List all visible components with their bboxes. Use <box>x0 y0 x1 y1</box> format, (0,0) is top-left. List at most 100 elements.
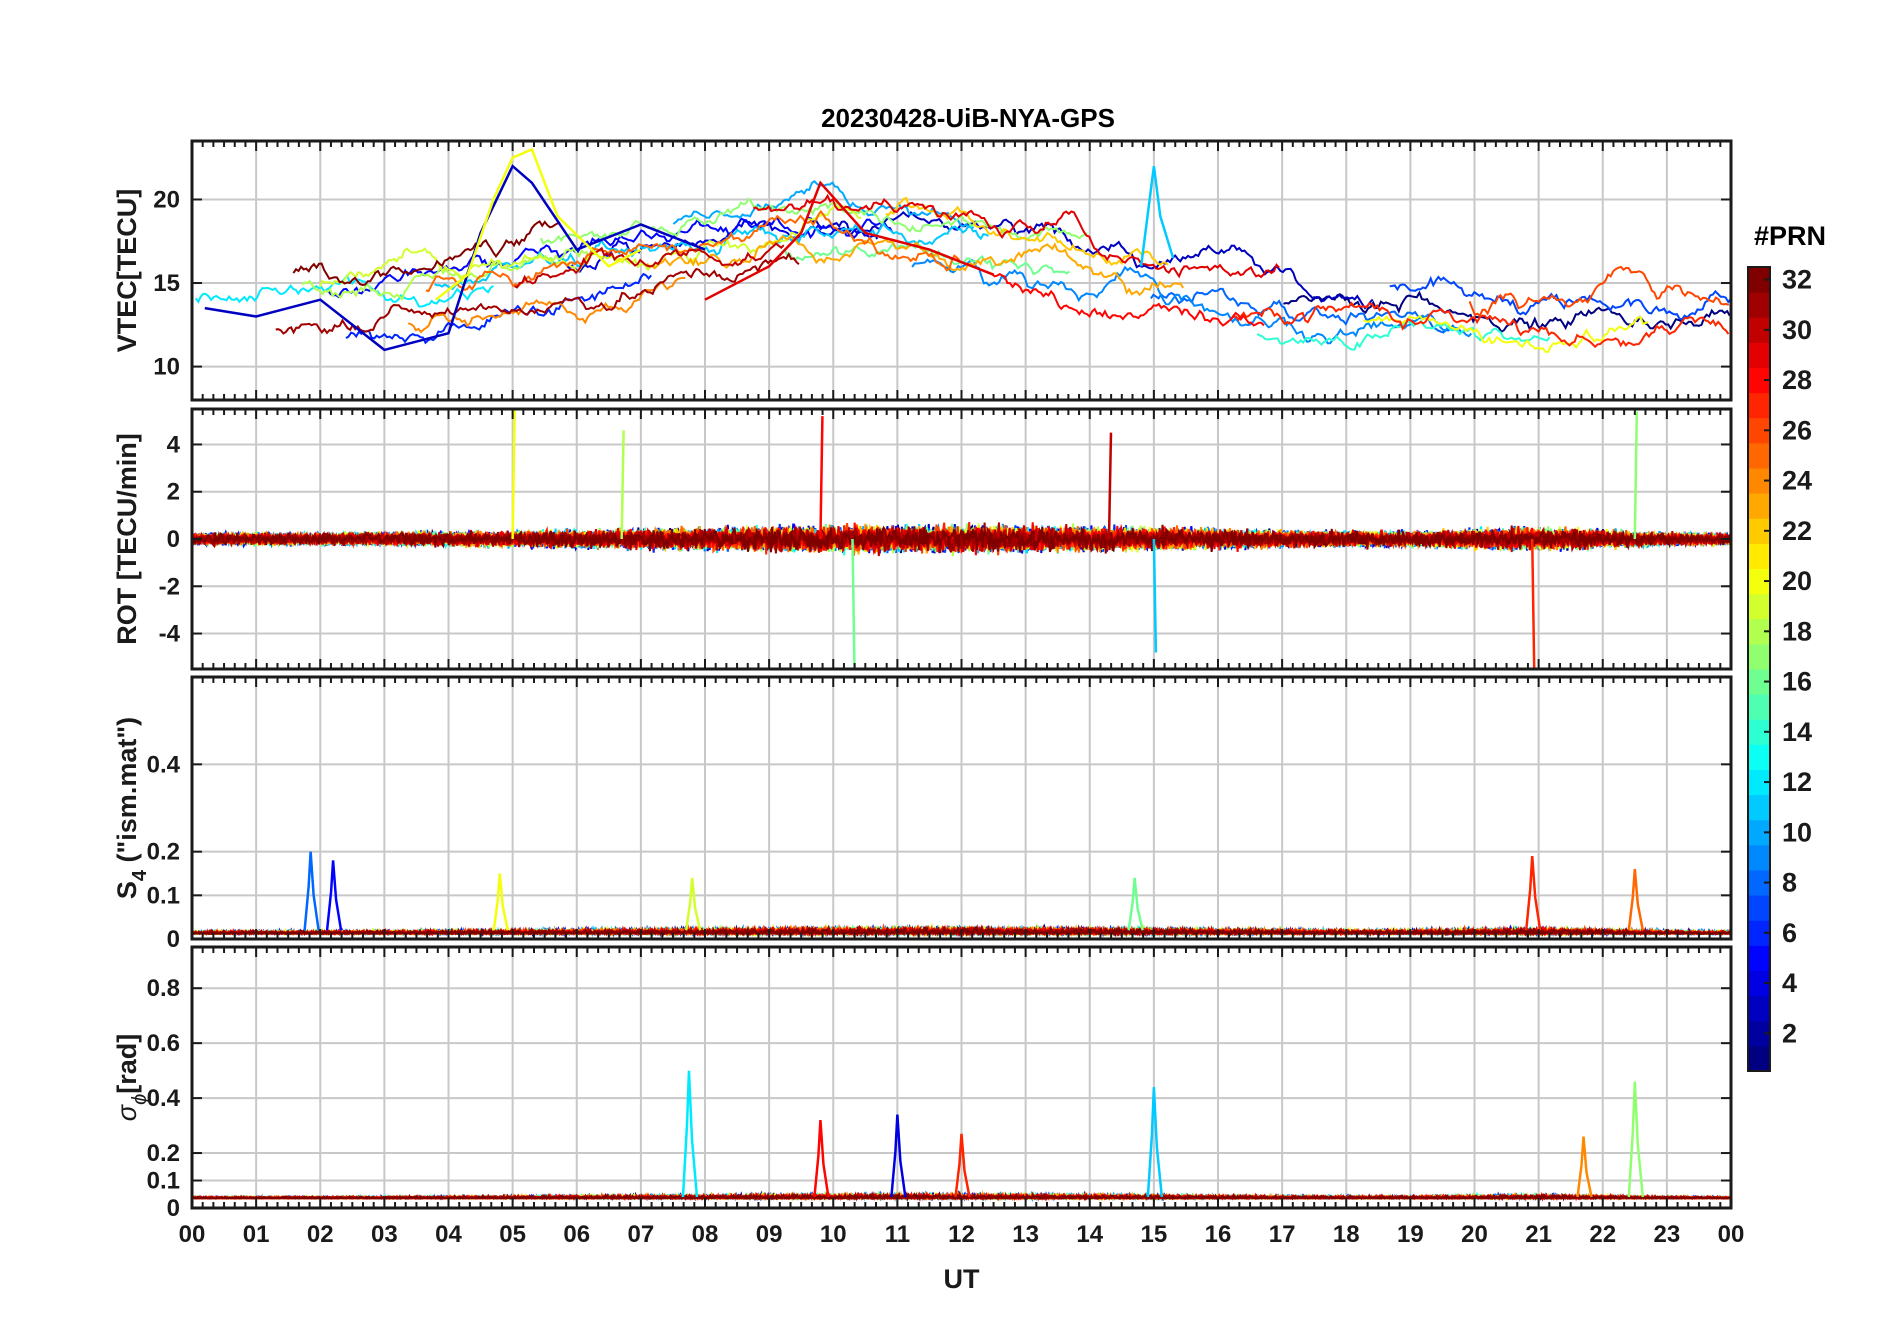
colorbar-swatch <box>1748 769 1770 796</box>
colorbar-frame <box>1747 266 1771 1072</box>
trace-prn-32 <box>192 525 1731 553</box>
y-tick-label: 0.4 <box>147 751 181 778</box>
rot-spike <box>819 416 824 540</box>
panel-vtec: 10 15 20 VTEC[TECU] <box>112 139 1733 402</box>
y-tick-label: 20 <box>153 186 180 213</box>
panel-s4: 00.10.20.4S4 ("ism.mat") <box>112 675 1733 953</box>
x-tick-label: 00 <box>1718 1221 1745 1248</box>
y-tick-label: 0.1 <box>147 1168 180 1195</box>
peak-prn-4 <box>890 1114 907 1198</box>
y-label-main: σ <box>112 1103 142 1121</box>
colorbar-tick-label: 22 <box>1782 516 1812 546</box>
x-tick-label: 08 <box>692 1221 719 1248</box>
colorbar-swatch <box>1748 719 1770 745</box>
x-tick-label: 18 <box>1333 1221 1360 1248</box>
peak-prn-12 <box>681 1070 699 1198</box>
y-tick-label: 0 <box>167 926 180 953</box>
x-tick-label: 16 <box>1205 1221 1232 1248</box>
peak-prn-27 <box>1524 855 1542 931</box>
rot-spike <box>1152 538 1158 653</box>
series-prn-29 <box>704 180 995 301</box>
colorbar-swatch <box>1748 970 1770 997</box>
y-tick-label: 2 <box>167 479 180 506</box>
peak-prn-5 <box>325 860 343 931</box>
peak-prn-24 <box>1576 1136 1593 1198</box>
y-tick-label: 0.6 <box>147 1030 180 1057</box>
x-axis: 00 01 02 03 04 05 06 07 08 09 10 11 12 13 14 15 16 17 18 19… <box>179 1221 1745 1294</box>
colorbar-tick-label: 12 <box>1782 767 1812 797</box>
colorbar-tick-label: 6 <box>1782 918 1797 948</box>
colorbar-tick-label: 8 <box>1782 868 1797 898</box>
panel-frame <box>190 675 1733 941</box>
traces-vtec <box>194 147 1731 353</box>
y-axis-label-vtec: VTEC[TECU] <box>112 189 142 353</box>
y-tick-label: 15 <box>153 270 180 297</box>
figure-title: 20230428-UiB-NYA-GPS <box>821 103 1115 133</box>
y-tick-label: 4 <box>167 431 181 458</box>
traces-rot <box>192 409 1731 669</box>
panel-rot: -4 -2 0 2 4 ROT [TECU/min] <box>112 407 1733 671</box>
colorbar-swatch <box>1748 593 1770 620</box>
x-tick-label: 09 <box>756 1221 783 1248</box>
ticks-rot: -4 -2 0 2 4 <box>159 409 1732 669</box>
trace-prn-22 <box>885 196 1169 267</box>
colorbar-swatch <box>1748 920 1770 946</box>
colorbar-swatch <box>1748 643 1770 670</box>
trace-prn-23 <box>646 234 1184 297</box>
colorbar-swatch <box>1748 292 1770 318</box>
trace-prn-8 <box>1150 287 1455 334</box>
trace-prn-29 <box>752 193 1280 279</box>
trace-prn-26 <box>1468 265 1730 318</box>
colorbar-swatch <box>1748 694 1770 720</box>
colorbar-tick-label: 2 <box>1782 1018 1797 1048</box>
x-tick-label: 15 <box>1141 1221 1168 1248</box>
panel-frame <box>190 407 1733 671</box>
colorbar-tick-label: 26 <box>1782 415 1812 445</box>
colorbar-tick-label: 16 <box>1782 667 1812 697</box>
peak-prn-17 <box>1627 1081 1645 1198</box>
y-tick-label: 0 <box>167 1195 180 1222</box>
x-tick-label: 19 <box>1397 1221 1424 1248</box>
x-tick-label: 03 <box>371 1221 398 1248</box>
y-label-rest: ("ism.mat") <box>112 717 142 870</box>
trace-prn-28 <box>991 272 1265 327</box>
x-axis-label: UT <box>944 1264 980 1294</box>
ticks-sigma-phi: 00.10.2 0.4 0.6 0.8 <box>147 947 1732 1222</box>
x-tick-label: 01 <box>243 1221 270 1248</box>
y-tick-label: 0.8 <box>147 975 180 1002</box>
grid-vtec <box>192 141 1731 400</box>
series-prn-3 <box>204 164 706 352</box>
y-label-sub: ϕ <box>129 1094 151 1105</box>
colorbar-tick-label: 32 <box>1782 265 1812 295</box>
colorbar-swatch <box>1748 417 1770 444</box>
x-tick-label: 11 <box>885 1221 910 1248</box>
rot-spike <box>851 538 856 669</box>
trace-prn-7 <box>1389 275 1731 321</box>
colorbar-swatch <box>1748 945 1770 971</box>
colorbar-swatch <box>1748 468 1770 494</box>
panel-sigma-phi: 00.10.2 0.4 0.6 0.8 σϕ[rad] <box>112 945 1733 1222</box>
colorbar-swatch <box>1748 442 1770 469</box>
y-axis-label-s4: S4 ("ism.mat") <box>112 717 151 899</box>
colorbar-swatch <box>1748 794 1770 821</box>
y-tick-label: 0.2 <box>147 839 180 866</box>
rot-spike <box>1633 411 1639 540</box>
colorbar-swatch <box>1748 543 1770 569</box>
colorbar-swatch <box>1748 392 1770 419</box>
x-tick-label: 04 <box>435 1221 462 1248</box>
panel-frame <box>190 139 1733 402</box>
colorbar-swatch <box>1748 367 1770 394</box>
x-tick-label: 06 <box>563 1221 590 1248</box>
trace-prn-20 <box>1363 314 1649 353</box>
colorbar-swatch <box>1748 895 1770 921</box>
colorbar-title: #PRN <box>1754 221 1826 251</box>
colorbar-swatch <box>1748 870 1770 896</box>
x-tick-label: 13 <box>1012 1221 1039 1248</box>
x-tick-label: 00 <box>179 1221 206 1248</box>
trace-prn-32 <box>292 220 561 287</box>
x-tick-label: 07 <box>628 1221 655 1248</box>
colorbar-tick-label: 20 <box>1782 566 1812 596</box>
peak-prn-25 <box>1627 869 1645 931</box>
